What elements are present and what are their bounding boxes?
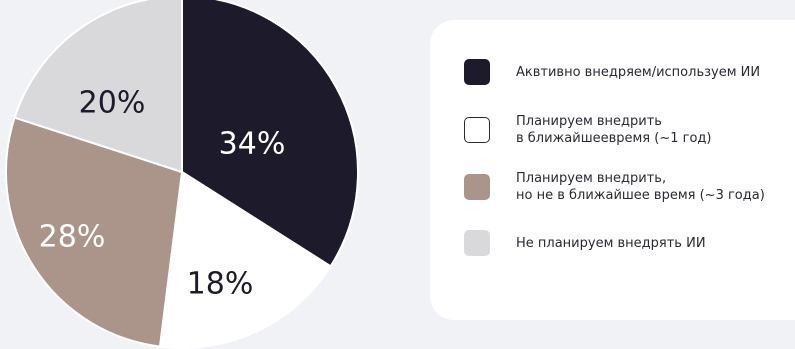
legend-label-line: но не в ближайшее время (~3 года) — [516, 188, 765, 203]
legend-label-line: Аквтивно внедряем/используем ИИ — [516, 64, 761, 80]
legend: Аквтивно внедряем/используем ИИ Планируем… — [430, 20, 795, 320]
slice-value-label-4: 20% — [79, 86, 146, 121]
legend-item-2: Планируем внедрить в ближайшеевремя (~1 г… — [464, 113, 711, 147]
legend-item-4: Не планируем внедрять ИИ — [464, 230, 706, 256]
legend-label-4: Не планируем внедрять ИИ — [516, 235, 706, 252]
pie-slice-4 — [13, 0, 183, 174]
slice-value-label-3: 28% — [39, 220, 106, 255]
pie-slice-2 — [158, 170, 332, 349]
legend-item-3: Планируем внедрить, но не в ближайшее вре… — [464, 170, 765, 204]
legend-item-1: Аквтивно внедряем/используем ИИ — [464, 59, 760, 85]
pie-slices — [5, 0, 359, 349]
pie-chart: 34% 18% 28% 20% — [5, 0, 359, 349]
legend-label-2: Планируем внедрить в ближайшеевремя (~1 г… — [516, 113, 711, 147]
legend-label-line: Планируем внедрить, — [516, 171, 667, 186]
legend-label-line: в ближайшеевремя (~1 год) — [516, 131, 712, 146]
slice-value-label-2: 18% — [187, 267, 254, 302]
legend-label-line: Не планируем внедрять ИИ — [516, 235, 706, 251]
pie-slice-3 — [5, 116, 184, 348]
legend-swatch-3 — [464, 174, 490, 200]
legend-swatch-2 — [464, 117, 490, 143]
legend-label-1: Аквтивно внедряем/используем ИИ — [516, 64, 760, 81]
legend-swatch-1 — [464, 59, 490, 85]
pie-value-labels: 34% 18% 28% 20% — [39, 86, 286, 302]
legend-label-3: Планируем внедрить, но не в ближайшее вре… — [516, 170, 765, 204]
legend-swatch-4 — [464, 230, 490, 256]
slice-value-label-1: 34% — [219, 127, 286, 162]
legend-label-line: Планируем внедрить — [516, 114, 662, 129]
